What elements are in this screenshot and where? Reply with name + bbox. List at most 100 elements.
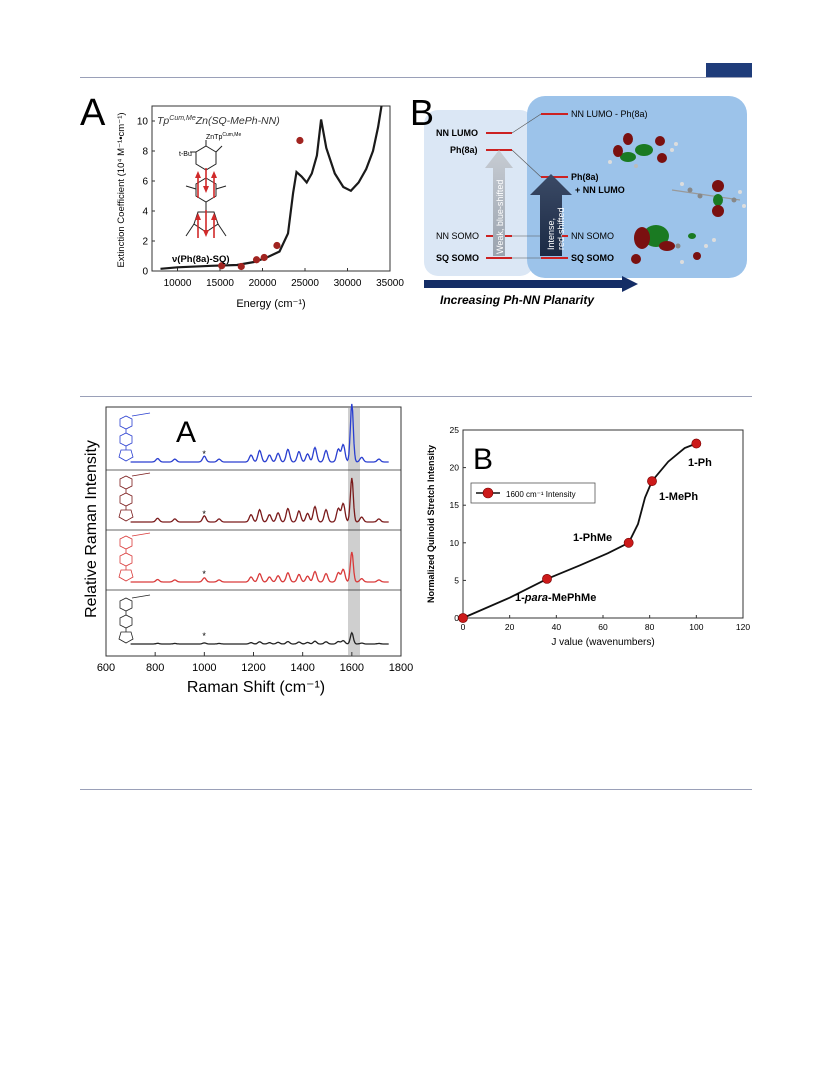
y-axis-label: Normalized Quinoid Stretch Intensity (426, 445, 436, 603)
data-point (623, 537, 634, 548)
x-tick-label: 10000 (164, 278, 192, 289)
x-tick-label: 1400 (290, 662, 314, 674)
x-tick-label: 100 (689, 622, 703, 632)
molecule-zn-label: ZnTpCum,Me (206, 132, 241, 141)
header-accent-tab (706, 63, 752, 78)
point-label: 1-MePh (659, 491, 698, 503)
x-tick-label: 35000 (376, 278, 404, 289)
figure2-panel-a: A * * * * 600 800 1000 1200 1400 1600 1800 Relati… (83, 403, 413, 696)
level-label: + NN LUMO (575, 185, 625, 195)
y-axis-ticks: 0 2 4 6 8 10 (137, 117, 155, 278)
orbital-graphic-upper (608, 133, 678, 168)
level-label: NN LUMO (436, 128, 478, 138)
legend-marker (482, 487, 494, 499)
raman-trace (130, 403, 389, 463)
data-point (542, 573, 552, 584)
data-points (458, 438, 702, 623)
y-axis-label: Extinction Coefficient (10⁴ M⁻¹•cm⁻¹) (116, 112, 127, 267)
raman-trace (130, 551, 389, 583)
plot-frame (151, 105, 391, 272)
compound-title: TpCum,MeZn(SQ-MePh-NN) (157, 115, 280, 127)
point-label: 1-PhMe (573, 532, 612, 544)
x-tick-label: 0 (461, 622, 466, 632)
computed-transitions (218, 136, 304, 271)
x-axis-label: J value (wavenumbers) (551, 637, 654, 648)
y-tick-label: 20 (450, 463, 460, 473)
legend-label: 1600 cm⁻¹ Intensity (506, 490, 576, 499)
figure2-panel-b: B 0 5 10 15 20 25 0 20 40 60 80 100 120 Normalized … (426, 425, 750, 648)
x-axis-label: Raman Shift (cm⁻¹) (187, 679, 325, 696)
x-tick-label: 15000 (206, 278, 234, 289)
y-tick-label: 0 (142, 267, 148, 278)
transition-point (296, 136, 304, 145)
raman-traces (106, 403, 401, 645)
intense-transition-arrow (530, 174, 572, 256)
transition-point (252, 256, 261, 264)
level-label: Ph(8a) (571, 172, 599, 182)
y-tick-label: 0 (454, 613, 459, 623)
y-tick-label: 15 (450, 500, 460, 510)
transition-point (218, 262, 226, 270)
y-tick-label: 6 (142, 177, 148, 188)
y-axis-ticks: 0 5 10 15 20 25 (450, 425, 466, 623)
panel-label: A (80, 92, 106, 134)
y-tick-label: 10 (450, 538, 460, 548)
header-rule (80, 77, 752, 78)
vibration-arrows (197, 168, 215, 238)
x-tick-label: 800 (146, 662, 164, 674)
x-tick-label: 1800 (389, 662, 413, 674)
molecule-thumbnail (118, 472, 151, 522)
weak-arrow-label: Weak, blue-shifted (495, 180, 505, 254)
orbital-graphic-lower (631, 225, 716, 264)
x-tick-label: 80 (645, 622, 655, 632)
x-tick-label: 40 (552, 622, 562, 632)
x-tick-label: 30000 (334, 278, 362, 289)
level-label: NN SOMO (436, 231, 479, 241)
data-point (691, 438, 702, 449)
solvent-peak-markers: * * * * (202, 449, 206, 641)
x-tick-label: 60 (598, 622, 608, 632)
level-label: SQ SOMO (571, 253, 614, 263)
x-tick-label: 25000 (291, 278, 319, 289)
y-tick-label: 10 (137, 117, 149, 128)
figure1-panel-b: B NN LUMO Ph(8a) NN SOMO SQ SOMO NN LUMO… (410, 92, 747, 307)
solvent-star: * (202, 569, 206, 579)
y-tick-label: 25 (450, 425, 460, 435)
x-tick-label: 1000 (192, 662, 216, 674)
intensity-curve (462, 442, 697, 619)
orbital-graphic-middle (671, 180, 746, 217)
panel-label: B (473, 443, 493, 476)
section-divider (80, 789, 752, 790)
transition-point (237, 262, 245, 271)
solvent-star: * (202, 509, 206, 519)
section-divider (80, 396, 752, 397)
figure1-panel-a: A TpCum,MeZn(SQ-MePh-NN) 0 2 4 6 8 10 10000 15… (80, 92, 404, 310)
raman-trace (130, 477, 389, 523)
x-axis-ticks: 600 800 1000 1200 1400 1600 1800 (97, 652, 413, 674)
molecule-thumbnail (118, 594, 151, 644)
level-label: SQ SOMO (436, 253, 479, 263)
x-tick-label: 20000 (249, 278, 277, 289)
vibration-arrowheads (195, 171, 217, 237)
data-point (647, 476, 657, 487)
x-axis-ticks: 10000 15000 20000 25000 30000 35000 (164, 268, 404, 289)
x-tick-label: 1200 (241, 662, 265, 674)
intense-arrow-label: Intense,red-shifted (546, 207, 566, 250)
right-state-box (527, 96, 747, 278)
level-connectors (511, 113, 542, 259)
y-axis-label: Relative Raman Intensity (83, 440, 100, 618)
x-axis-label: Energy (cm⁻¹) (236, 298, 305, 310)
point-label: 1-para-MePhMe (515, 592, 596, 604)
transition-point (260, 253, 268, 262)
y-tick-label: 8 (142, 147, 148, 158)
y-tick-label: 5 (454, 575, 459, 585)
legend-box (470, 482, 596, 504)
x-tick-label: 1600 (340, 662, 364, 674)
solvent-star: * (202, 631, 206, 641)
y-tick-label: 4 (142, 207, 148, 218)
y-tick-label: 2 (142, 237, 148, 248)
panel-label: A (176, 416, 196, 449)
x-tick-label: 600 (97, 662, 115, 674)
level-label: NN LUMO - Ph(8a) (571, 109, 648, 119)
solvent-star: * (202, 449, 206, 459)
